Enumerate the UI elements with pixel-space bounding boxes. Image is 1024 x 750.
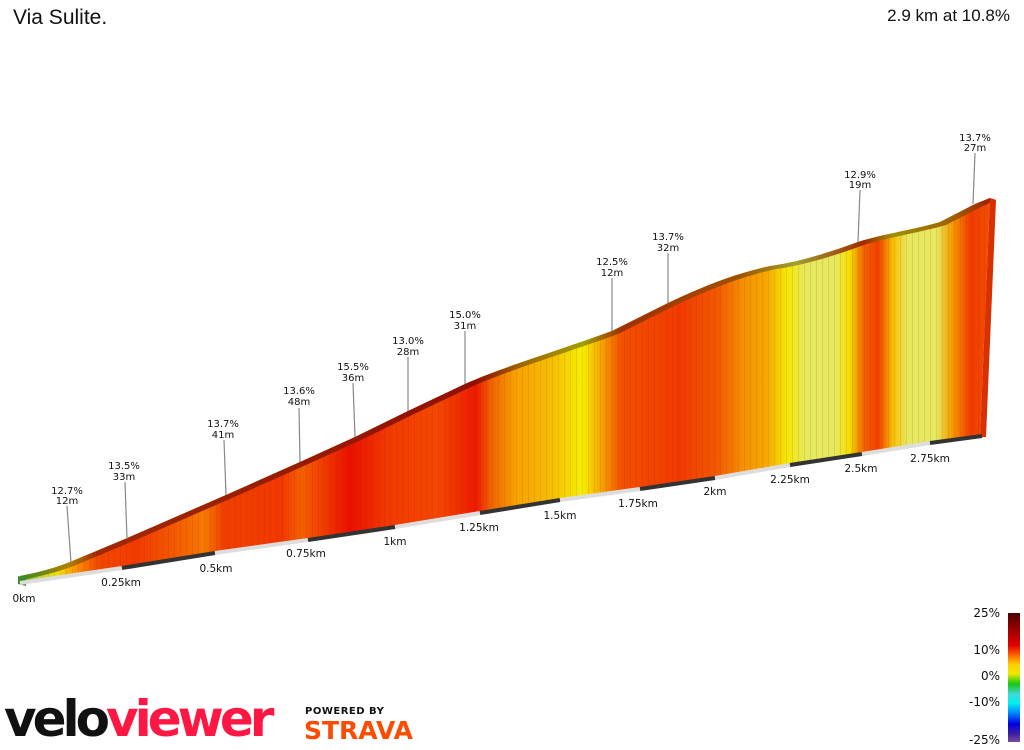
x-tick: 1.5km <box>543 510 576 522</box>
x-tick: 2km <box>704 486 727 498</box>
x-tick: 1km <box>384 536 407 548</box>
profile-top-edge <box>20 198 996 579</box>
annotation-gradient: 12.7% <box>51 486 83 497</box>
annotation-gradient: 13.6% <box>283 386 315 397</box>
annotation-leaders <box>66 152 976 564</box>
annotation-length: 28m <box>397 347 419 358</box>
x-tick: 0.5km <box>199 563 232 575</box>
x-tick: 1.75km <box>618 498 658 510</box>
logo-viewer: viewer <box>106 690 274 748</box>
annotation-length: 27m <box>964 143 986 154</box>
legend-label: 25% <box>973 606 1000 620</box>
legend-label: -25% <box>968 733 1000 747</box>
annotation-gradient: 13.7% <box>207 419 239 430</box>
annotation-length: 31m <box>454 321 476 332</box>
annotation-labels: 12.7% 12m 13.5% 33m 13.7% 41m 13.6% 48m … <box>51 133 991 507</box>
x-tick: 1.25km <box>459 522 499 534</box>
annotation-gradient: 15.0% <box>449 310 481 321</box>
x-tick: 2.75km <box>910 453 950 465</box>
annotation-length: 33m <box>113 472 135 483</box>
annotation-length: 36m <box>342 373 364 384</box>
x-tick: 0.75km <box>286 548 326 560</box>
legend-label: 0% <box>980 669 1000 683</box>
legend-label: 10% <box>973 643 1000 657</box>
annotation-gradient: 12.5% <box>596 257 628 268</box>
x-tick: 0.25km <box>101 577 141 589</box>
strava-logo: STRAVA <box>304 716 413 745</box>
profile-end-face <box>980 198 996 437</box>
distance-axis <box>19 434 983 585</box>
gradient-color-legend: 25% 10% 0% -10% -25% <box>966 606 1024 750</box>
annotation-gradient: 13.0% <box>392 336 424 347</box>
legend-label: -10% <box>968 695 1000 709</box>
annotation-gradient: 15.5% <box>337 362 369 373</box>
annotation-length: 12m <box>601 268 623 279</box>
annotation-gradient: 13.7% <box>959 133 991 144</box>
x-tick: 0km <box>13 593 36 605</box>
profile-stripes <box>20 198 990 583</box>
annotation-length: 19m <box>849 180 871 191</box>
annotation-gradient: 12.9% <box>844 170 876 181</box>
annotation-gradient: 13.5% <box>108 461 140 472</box>
page-title: Via Sulite. <box>13 6 108 29</box>
veloviewer-logo: veloviewer <box>4 690 274 748</box>
logo-velo: velo <box>4 690 110 748</box>
annotation-gradient: 13.7% <box>652 232 684 243</box>
x-tick: 2.5km <box>844 463 877 475</box>
annotation-length: 41m <box>212 430 234 441</box>
powered-by-label: POWERED BY <box>305 706 385 717</box>
legend-colorbar <box>1008 613 1020 742</box>
climb-summary: 2.9 km at 10.8% <box>887 6 1010 25</box>
annotation-length: 32m <box>657 243 679 254</box>
annotation-length: 12m <box>56 496 78 507</box>
x-tick-labels: 0km 0.25km 0.5km 0.75km 1km 1.25km 1.5km… <box>13 453 950 605</box>
x-tick: 2.25km <box>770 474 810 486</box>
elevation-profile-chart: 0km 0.25km 0.5km 0.75km 1km 1.25km 1.5km… <box>13 133 996 605</box>
annotation-length: 48m <box>288 397 310 408</box>
